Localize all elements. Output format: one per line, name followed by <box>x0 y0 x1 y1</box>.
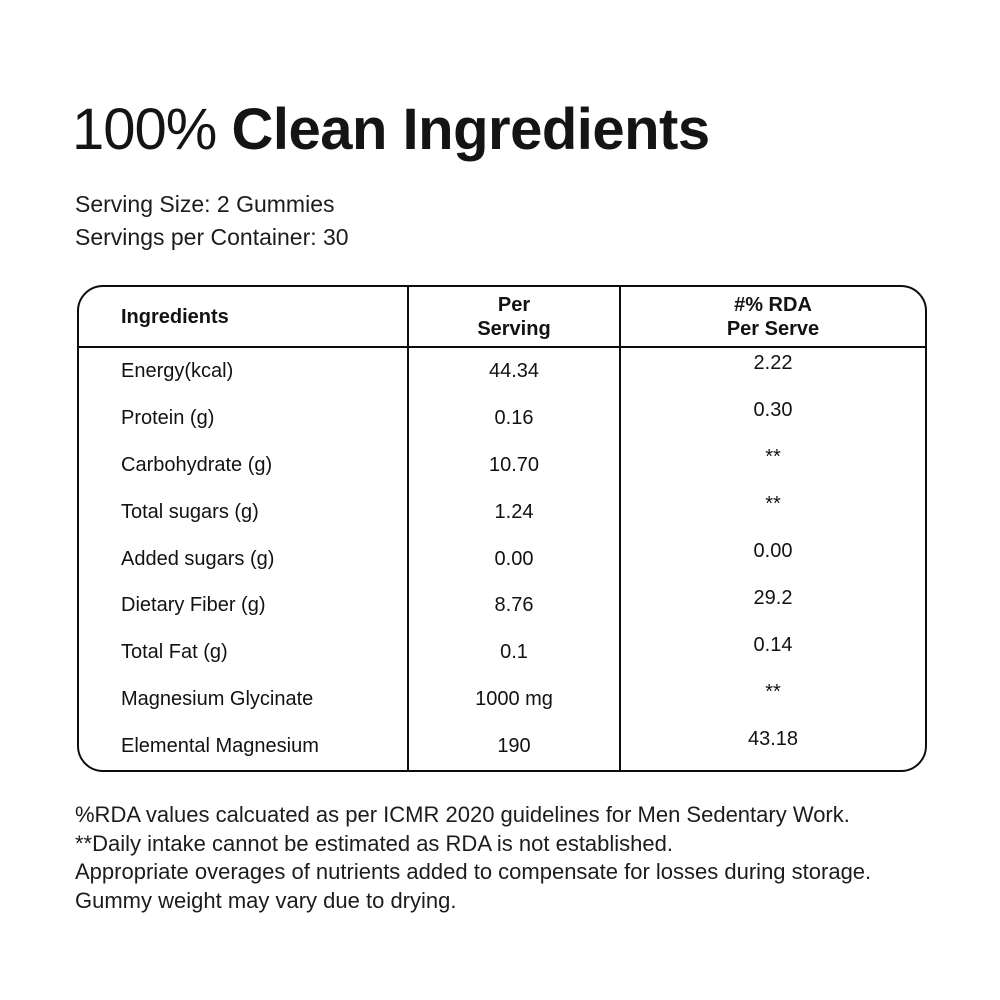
ingredient-name: Magnesium Glycinate <box>79 676 409 724</box>
ingredient-name: Total sugars (g) <box>79 488 409 536</box>
serving-info: Serving Size: 2 Gummies Servings per Con… <box>75 188 349 254</box>
rda-value: ** <box>765 493 781 516</box>
per-serving-value: 1.24 <box>409 488 621 536</box>
per-serving-value: 10.70 <box>409 441 621 489</box>
rda-value: ** <box>765 680 781 703</box>
per-serving-value: 44.34 <box>409 348 621 395</box>
per-serving-value: 0.00 <box>409 535 621 583</box>
nutrition-table: Ingredients Per Serving #% RDA Per Serve… <box>77 285 927 772</box>
rda-value: 29.2 <box>753 586 793 609</box>
per-serving-header-line1: Per <box>497 293 531 316</box>
per-serving-value: 190 <box>409 723 621 770</box>
title-emphasis: Clean Ingredients <box>231 97 710 162</box>
column-header-per-serving: Per Serving <box>409 287 621 348</box>
title-prefix: 100% <box>72 97 232 162</box>
footnotes: %RDA values calcuated as per ICMR 2020 g… <box>75 801 871 915</box>
footnote-line: %RDA values calcuated as per ICMR 2020 g… <box>75 802 850 827</box>
per-serving-value: 8.76 <box>409 582 621 630</box>
rda-value: ** <box>765 446 781 469</box>
servings-per-container-line: Servings per Container: 30 <box>75 224 349 250</box>
rda-header-line2: Per Serve <box>726 317 820 340</box>
footnote-line: Appropriate overages of nutrients added … <box>75 859 872 884</box>
ingredient-name: Total Fat (g) <box>79 629 409 677</box>
rda-value: 2.22 <box>753 352 793 375</box>
ingredient-name: Energy(kcal) <box>79 348 409 395</box>
rda-value: 43.18 <box>747 727 799 750</box>
ingredient-name: Carbohydrate (g) <box>79 441 409 489</box>
ingredient-name: Protein (g) <box>79 394 409 442</box>
serving-size-line: Serving Size: 2 Gummies <box>75 191 335 217</box>
ingredient-name: Added sugars (g) <box>79 535 409 583</box>
footnote-line: **Daily intake cannot be estimated as RD… <box>75 830 673 856</box>
rda-value: 0.14 <box>753 633 793 656</box>
per-serving-value: 0.1 <box>409 629 621 677</box>
column-header-rda: #% RDA Per Serve <box>621 287 925 348</box>
rda-header-line1: #% RDA <box>734 293 812 316</box>
per-serving-value: 1000 mg <box>409 676 621 724</box>
ingredient-name: Dietary Fiber (g) <box>79 582 409 630</box>
per-serving-value: 0.16 <box>409 394 621 442</box>
page-title: 100% Clean Ingredients <box>72 97 710 162</box>
per-serving-header-line2: Serving <box>477 317 551 340</box>
column-header-ingredients: Ingredients <box>79 287 409 348</box>
footnote-line: Gummy weight may vary due to drying. <box>75 887 457 913</box>
rda-value: 0.00 <box>753 540 793 562</box>
ingredient-name: Elemental Magnesium <box>79 723 409 770</box>
rda-value: 0.30 <box>753 399 793 422</box>
